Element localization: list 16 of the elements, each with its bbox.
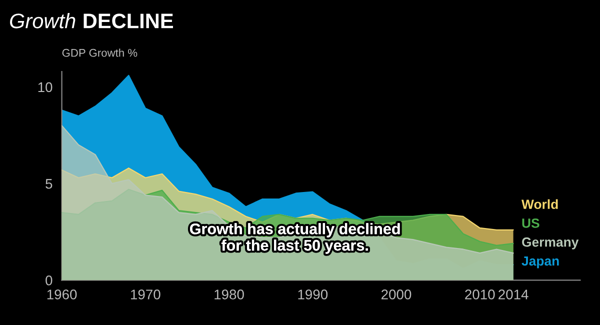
y-tick-label: 0 xyxy=(46,275,52,286)
x-tick-label: 1990 xyxy=(298,290,328,300)
series-label: Germany xyxy=(522,237,579,250)
y-tick-label: 10 xyxy=(38,82,52,92)
y-axis-title: GDP Growth % xyxy=(62,48,138,57)
x-tick-label: 1970 xyxy=(131,290,160,300)
series-label: US xyxy=(522,218,540,228)
series-label: Japan xyxy=(522,256,559,268)
x-tick-label: 2014 xyxy=(498,290,528,300)
x-tick-label: 1960 xyxy=(47,290,77,300)
y-tick-label: 5 xyxy=(46,179,52,189)
x-tick-label: 2010 xyxy=(465,290,495,300)
series-label: World xyxy=(522,199,558,209)
x-tick-label: 2000 xyxy=(382,290,412,300)
chart-title: Growth DECLINE xyxy=(10,13,174,28)
x-tick-label: 1980 xyxy=(214,290,244,300)
